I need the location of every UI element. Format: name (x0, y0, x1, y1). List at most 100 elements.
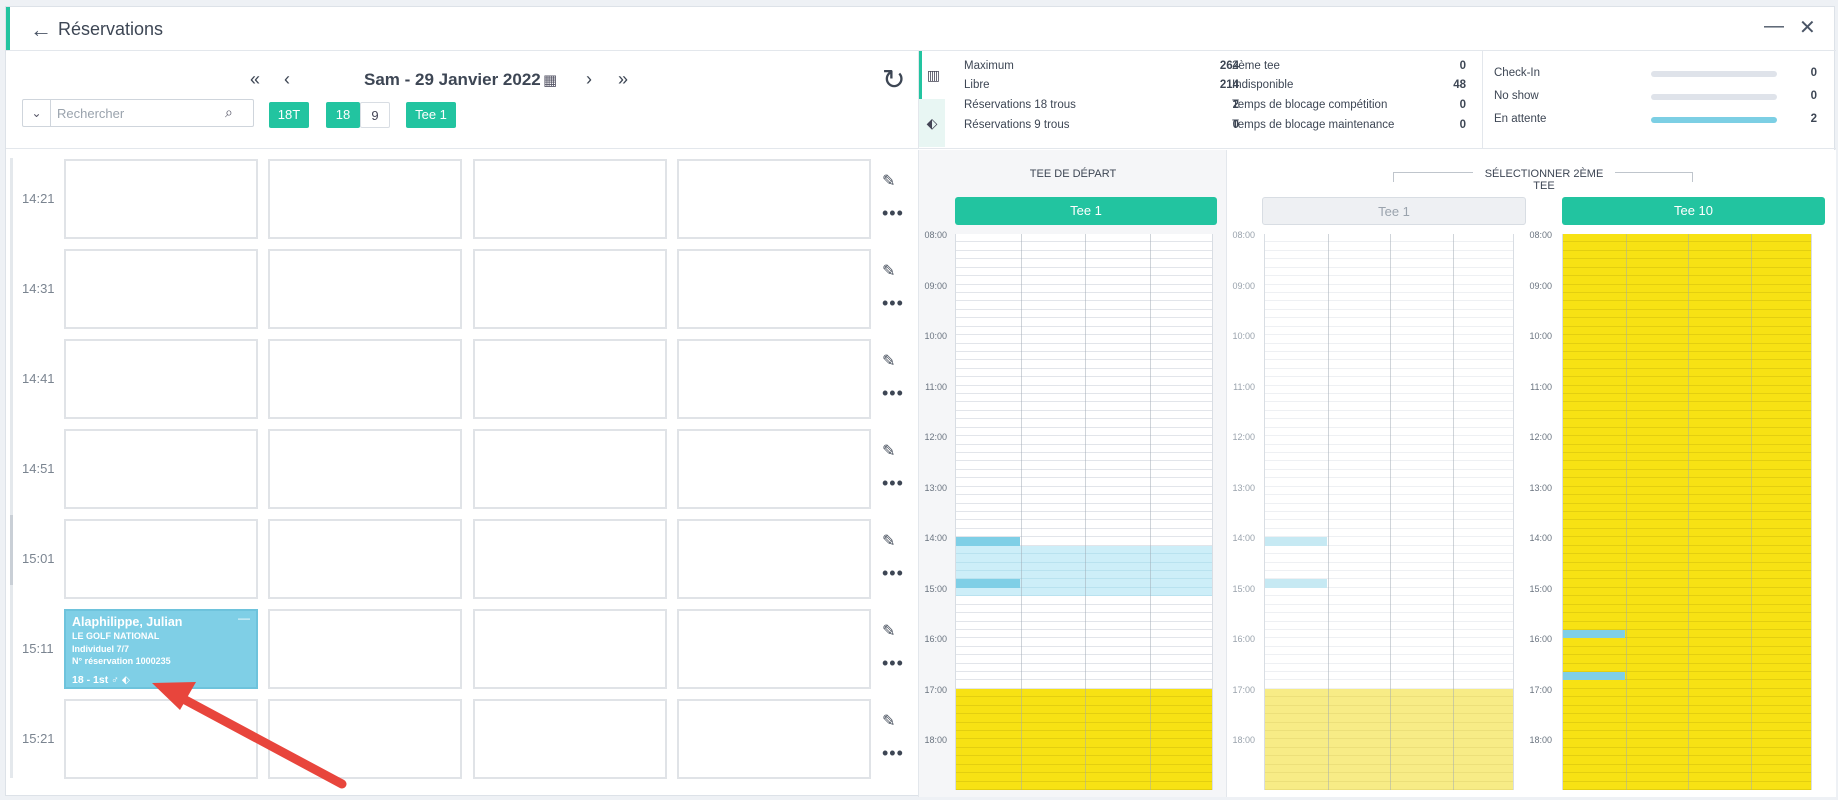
timeline-row[interactable] (1265, 773, 1513, 782)
first-page-icon[interactable]: « (250, 69, 261, 89)
timeline-row[interactable] (956, 503, 1212, 512)
timeline-row[interactable] (956, 301, 1212, 310)
timeline-row[interactable] (1563, 292, 1811, 302)
empty-slot[interactable] (677, 609, 871, 689)
filter-tee1-chip[interactable]: Tee 1 (406, 102, 456, 128)
timeline-row[interactable] (1265, 410, 1513, 420)
timeline-row[interactable] (1563, 301, 1811, 310)
timeline-row[interactable] (1265, 764, 1513, 774)
timeline-row[interactable] (956, 714, 1212, 723)
timeline-row[interactable] (1265, 326, 1513, 336)
timeline-row[interactable] (956, 537, 1212, 546)
timeline-row[interactable] (1265, 250, 1513, 260)
timeline-row[interactable] (956, 427, 1212, 437)
filter-9-chip[interactable]: 9 (360, 102, 390, 128)
timeline-row[interactable] (1265, 385, 1513, 395)
timeline-row[interactable] (956, 520, 1212, 529)
timeline-row[interactable] (1563, 528, 1811, 538)
timeline-row[interactable] (1265, 655, 1513, 664)
timeline-row[interactable] (1265, 259, 1513, 268)
timeline-row[interactable] (956, 360, 1212, 369)
close-icon[interactable]: ✕ (1799, 17, 1816, 39)
more-options-icon[interactable]: ••• (882, 653, 904, 673)
more-options-icon[interactable]: ••• (882, 203, 904, 223)
chart-tab-icon[interactable]: ▥ (919, 51, 945, 99)
timeline-row[interactable] (1563, 436, 1811, 445)
timeline-row[interactable] (1265, 613, 1513, 622)
empty-slot[interactable] (677, 699, 871, 779)
timeline-row[interactable] (956, 469, 1212, 479)
timeline-row[interactable] (1563, 579, 1811, 588)
collapse-icon[interactable]: — (238, 611, 250, 625)
timeline-row[interactable] (1563, 773, 1811, 782)
scrollbar-thumb[interactable] (10, 515, 13, 585)
timeline-row[interactable] (1265, 731, 1513, 740)
timeline-row[interactable] (956, 343, 1212, 352)
timeline-row[interactable] (1563, 731, 1811, 740)
timeline-row[interactable] (1265, 360, 1513, 369)
timeline-row[interactable] (1563, 469, 1811, 479)
empty-slot[interactable] (677, 429, 871, 509)
timeline-row[interactable] (1265, 638, 1513, 647)
timeline-row[interactable] (956, 570, 1212, 580)
timeline-row[interactable] (1563, 705, 1811, 715)
timeline-row[interactable] (1265, 478, 1513, 487)
empty-slot[interactable] (64, 249, 258, 329)
empty-slot[interactable] (268, 519, 462, 599)
timeline-row[interactable] (956, 773, 1212, 782)
timeline-row[interactable] (956, 638, 1212, 647)
timeline-row[interactable] (1265, 436, 1513, 445)
empty-slot[interactable] (473, 159, 667, 239)
timeline-row[interactable] (1563, 351, 1811, 361)
timeline-row[interactable] (1563, 545, 1811, 555)
timeline-row[interactable] (956, 478, 1212, 487)
timeline-row[interactable] (956, 587, 1212, 597)
timeline-row[interactable] (956, 545, 1212, 555)
booking-marker[interactable] (1563, 672, 1625, 681)
timeline-row[interactable] (1563, 722, 1811, 732)
timeline-row[interactable] (1265, 486, 1513, 496)
timeline-row[interactable] (1563, 512, 1811, 521)
filter-18t-chip[interactable]: 18T (269, 102, 309, 128)
timeline-row[interactable] (1265, 697, 1513, 706)
timeline-row[interactable] (1265, 377, 1513, 386)
timeline-row[interactable] (1563, 368, 1811, 378)
timeline-row[interactable] (1563, 309, 1811, 319)
timeline-row[interactable] (956, 629, 1212, 639)
timeline-row[interactable] (1265, 343, 1513, 352)
empty-slot[interactable] (268, 249, 462, 329)
timeline-row[interactable] (1563, 739, 1811, 748)
timeline-row[interactable] (1563, 688, 1811, 698)
timeline-row[interactable] (1563, 756, 1811, 765)
more-options-icon[interactable]: ••• (882, 383, 904, 403)
timeline-row[interactable] (956, 697, 1212, 706)
timeline-row[interactable] (1563, 427, 1811, 437)
empty-slot[interactable] (268, 159, 462, 239)
timeline-row[interactable] (1563, 276, 1811, 285)
timeline-row[interactable] (956, 326, 1212, 336)
timeline-row[interactable] (1265, 714, 1513, 723)
timeline-row[interactable] (1563, 562, 1811, 571)
empty-slot[interactable] (473, 519, 667, 599)
timeline-row[interactable] (1563, 486, 1811, 496)
booking-marker[interactable] (1563, 629, 1625, 639)
timeline-row[interactable] (1563, 587, 1811, 597)
empty-slot[interactable] (473, 249, 667, 329)
refresh-icon[interactable]: ↻ (882, 64, 906, 95)
timeline-row[interactable] (1265, 318, 1513, 327)
timeline-row[interactable] (956, 655, 1212, 664)
timeline-row[interactable] (956, 436, 1212, 445)
timeline-row[interactable] (956, 284, 1212, 293)
timeline-row[interactable] (956, 276, 1212, 285)
timeline-row[interactable] (1563, 326, 1811, 336)
timeline-row[interactable] (1265, 242, 1513, 251)
timeline-row[interactable] (1265, 756, 1513, 765)
timeline-row[interactable] (1265, 747, 1513, 757)
more-options-icon[interactable]: ••• (882, 743, 904, 763)
timeline-row[interactable] (1563, 570, 1811, 580)
timeline-row[interactable] (1563, 604, 1811, 614)
timeline-row[interactable] (956, 579, 1212, 588)
timeline-row[interactable] (1563, 495, 1811, 504)
empty-slot[interactable] (473, 429, 667, 509)
timeline-row[interactable] (1563, 537, 1811, 546)
